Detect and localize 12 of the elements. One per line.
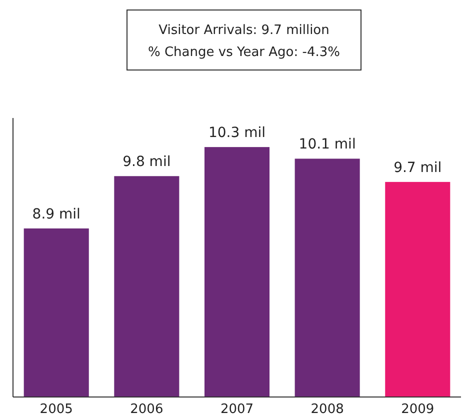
data-label: 10.1 mil bbox=[298, 136, 356, 153]
x-tick-label: 2009 bbox=[401, 402, 434, 417]
x-tick-label: 2005 bbox=[40, 402, 73, 417]
data-label: 10.3 mil bbox=[208, 125, 266, 142]
x-tick-label: 2006 bbox=[130, 402, 164, 417]
data-label: 8.9 mil bbox=[32, 206, 80, 222]
data-label: 9.7 mil bbox=[394, 160, 442, 176]
data-label: 9.8 mil bbox=[122, 154, 171, 170]
chart-subtitle: % Change vs Year Ago: -4.3% bbox=[148, 45, 340, 60]
x-tick-label: 2007 bbox=[220, 402, 254, 417]
x-tick-label: 2008 bbox=[310, 402, 344, 417]
chart-title: Visitor Arrivals: 9.7 million bbox=[158, 23, 330, 38]
